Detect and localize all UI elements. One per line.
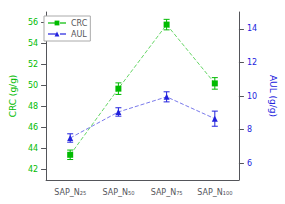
svg-text:48: 48 — [28, 102, 38, 111]
svg-text:SAP_N₅₀: SAP_N₅₀ — [102, 188, 134, 197]
svg-text:CRC: CRC — [71, 19, 88, 28]
svg-text:6: 6 — [247, 159, 252, 168]
svg-text:12: 12 — [247, 58, 257, 67]
svg-text:14: 14 — [247, 24, 257, 33]
svg-text:46: 46 — [28, 123, 38, 132]
svg-text:44: 44 — [28, 144, 38, 153]
svg-text:54: 54 — [28, 39, 38, 48]
svg-text:AUL: AUL — [71, 30, 87, 39]
svg-text:SAP_N₁₀₀: SAP_N₁₀₀ — [197, 188, 232, 197]
svg-text:50: 50 — [28, 81, 38, 90]
svg-text:52: 52 — [28, 60, 38, 69]
svg-text:10: 10 — [247, 92, 257, 101]
svg-text:42: 42 — [28, 165, 38, 174]
svg-text:CRC (g/g): CRC (g/g) — [8, 75, 18, 118]
svg-text:SAP_N₂₅: SAP_N₂₅ — [54, 188, 86, 197]
svg-text:SAP_N₇₅: SAP_N₇₅ — [151, 188, 183, 197]
svg-text:AUL (g/g): AUL (g/g) — [268, 75, 278, 117]
svg-text:56: 56 — [28, 18, 38, 27]
svg-text:8: 8 — [247, 125, 252, 134]
